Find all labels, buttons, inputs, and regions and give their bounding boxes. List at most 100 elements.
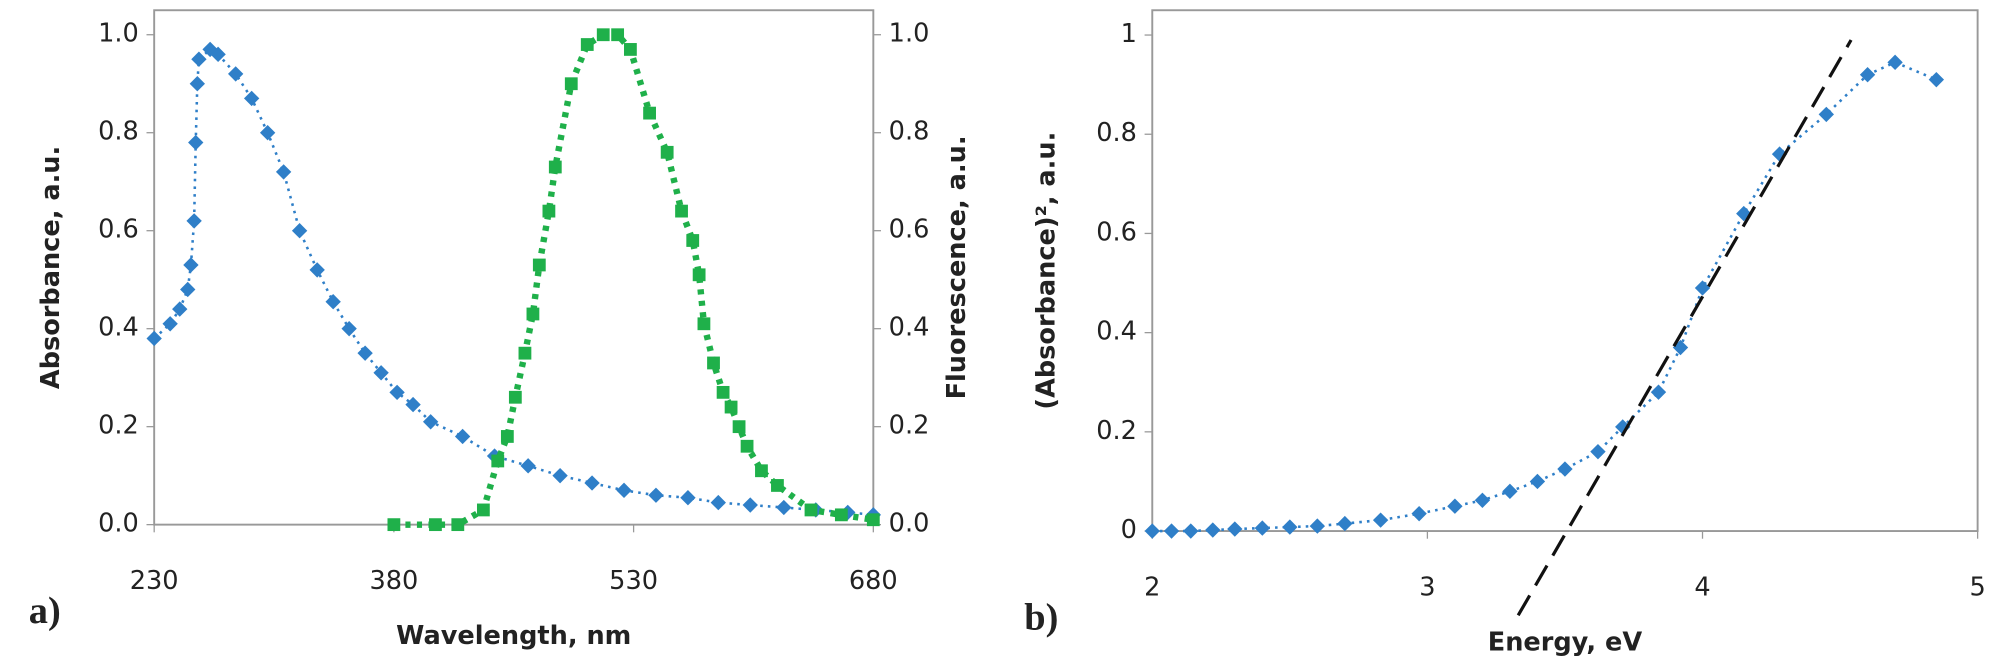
x-tick-label: 2 [1144,573,1160,603]
y-axis-title: Absorbance, a.u. [36,146,66,389]
y2-tick-label: 0.6 [889,215,930,245]
marker [259,125,276,141]
marker [716,385,730,399]
marker [580,38,594,51]
marker [146,330,162,347]
marker [552,467,568,484]
y2-tick-label: 1.0 [889,19,930,49]
y-tick-label: 0.6 [98,215,139,245]
plot-frame [1151,9,1979,532]
marker [584,475,600,491]
marker [1557,461,1573,477]
marker [1887,54,1903,70]
marker [491,454,505,468]
marker [389,384,405,401]
marker [228,66,244,82]
marker [373,365,389,381]
y2-tick-label: 0.8 [889,117,930,147]
y-tick-label: 0.8 [1096,118,1137,148]
marker [776,499,792,516]
y2-tick-label: 0.0 [889,509,930,539]
marker [387,518,401,532]
y-tick-label: 0.4 [1096,317,1137,347]
y-tick-label: 0.2 [1096,416,1137,446]
marker [1254,520,1270,536]
marker [686,234,700,247]
marker [616,482,632,499]
marker [1372,512,1389,528]
marker [742,497,758,513]
y-tick-label: 0.6 [1096,217,1137,247]
marker [1144,523,1160,539]
marker [520,458,536,474]
series-line [153,47,874,517]
marker [191,51,207,67]
y-tick-label: 0.8 [98,117,139,147]
marker [188,134,204,151]
marker [542,204,556,218]
marker [643,106,656,120]
panel-label: a) [29,590,61,632]
marker [697,317,711,331]
marker [1502,483,1518,500]
marker [564,77,578,91]
marker [451,518,465,532]
x-tick-label: 680 [849,566,898,596]
marker [405,396,421,413]
marker [680,490,696,506]
y-tick-label: 0.2 [98,411,139,441]
marker [804,503,818,517]
marker [1183,523,1199,539]
marker [1590,444,1606,460]
x-tick-label: 3 [1419,573,1435,603]
marker [1447,498,1463,514]
y-tick-label: 1.0 [98,19,139,49]
marker [291,223,308,239]
marker [710,494,726,511]
marker [1411,506,1427,522]
marker [611,28,625,42]
marker [771,479,784,492]
marker [660,145,674,159]
marker [740,439,754,453]
marker [1337,515,1353,532]
x-tick-label: 5 [1969,573,1985,603]
marker [508,390,522,404]
y-tick-label: 0.4 [98,313,139,343]
panel-label: b) [1024,596,1058,638]
marker [526,307,540,321]
x-axis-title: Energy, eV [1488,628,1643,658]
y2-tick-label: 0.4 [889,313,930,343]
series-line [1516,39,1853,617]
marker [1309,518,1326,534]
marker [707,356,720,370]
marker [624,43,637,56]
marker [454,428,471,445]
marker [162,316,178,332]
y2-tick-label: 0.2 [889,411,930,441]
marker [275,164,292,180]
marker [1529,473,1546,490]
marker [532,258,546,272]
series-line [393,31,874,528]
marker [518,346,532,360]
x-axis-title: Wavelength, nm [396,621,631,651]
marker [210,46,226,63]
y-tick-label: 0.0 [98,509,139,539]
marker [648,487,664,503]
marker [429,518,442,532]
marker [500,430,514,443]
plot-frame [153,9,875,526]
marker [1227,521,1243,537]
x-tick-label: 380 [369,566,418,596]
marker [1694,280,1711,296]
marker [1928,71,1945,88]
marker [1282,519,1298,535]
marker [186,213,202,229]
marker [596,28,610,42]
marker [675,204,688,218]
marker [692,268,706,282]
y2-axis-title: Fluorescence, a.u. [942,135,972,399]
x-tick-label: 4 [1694,573,1710,603]
